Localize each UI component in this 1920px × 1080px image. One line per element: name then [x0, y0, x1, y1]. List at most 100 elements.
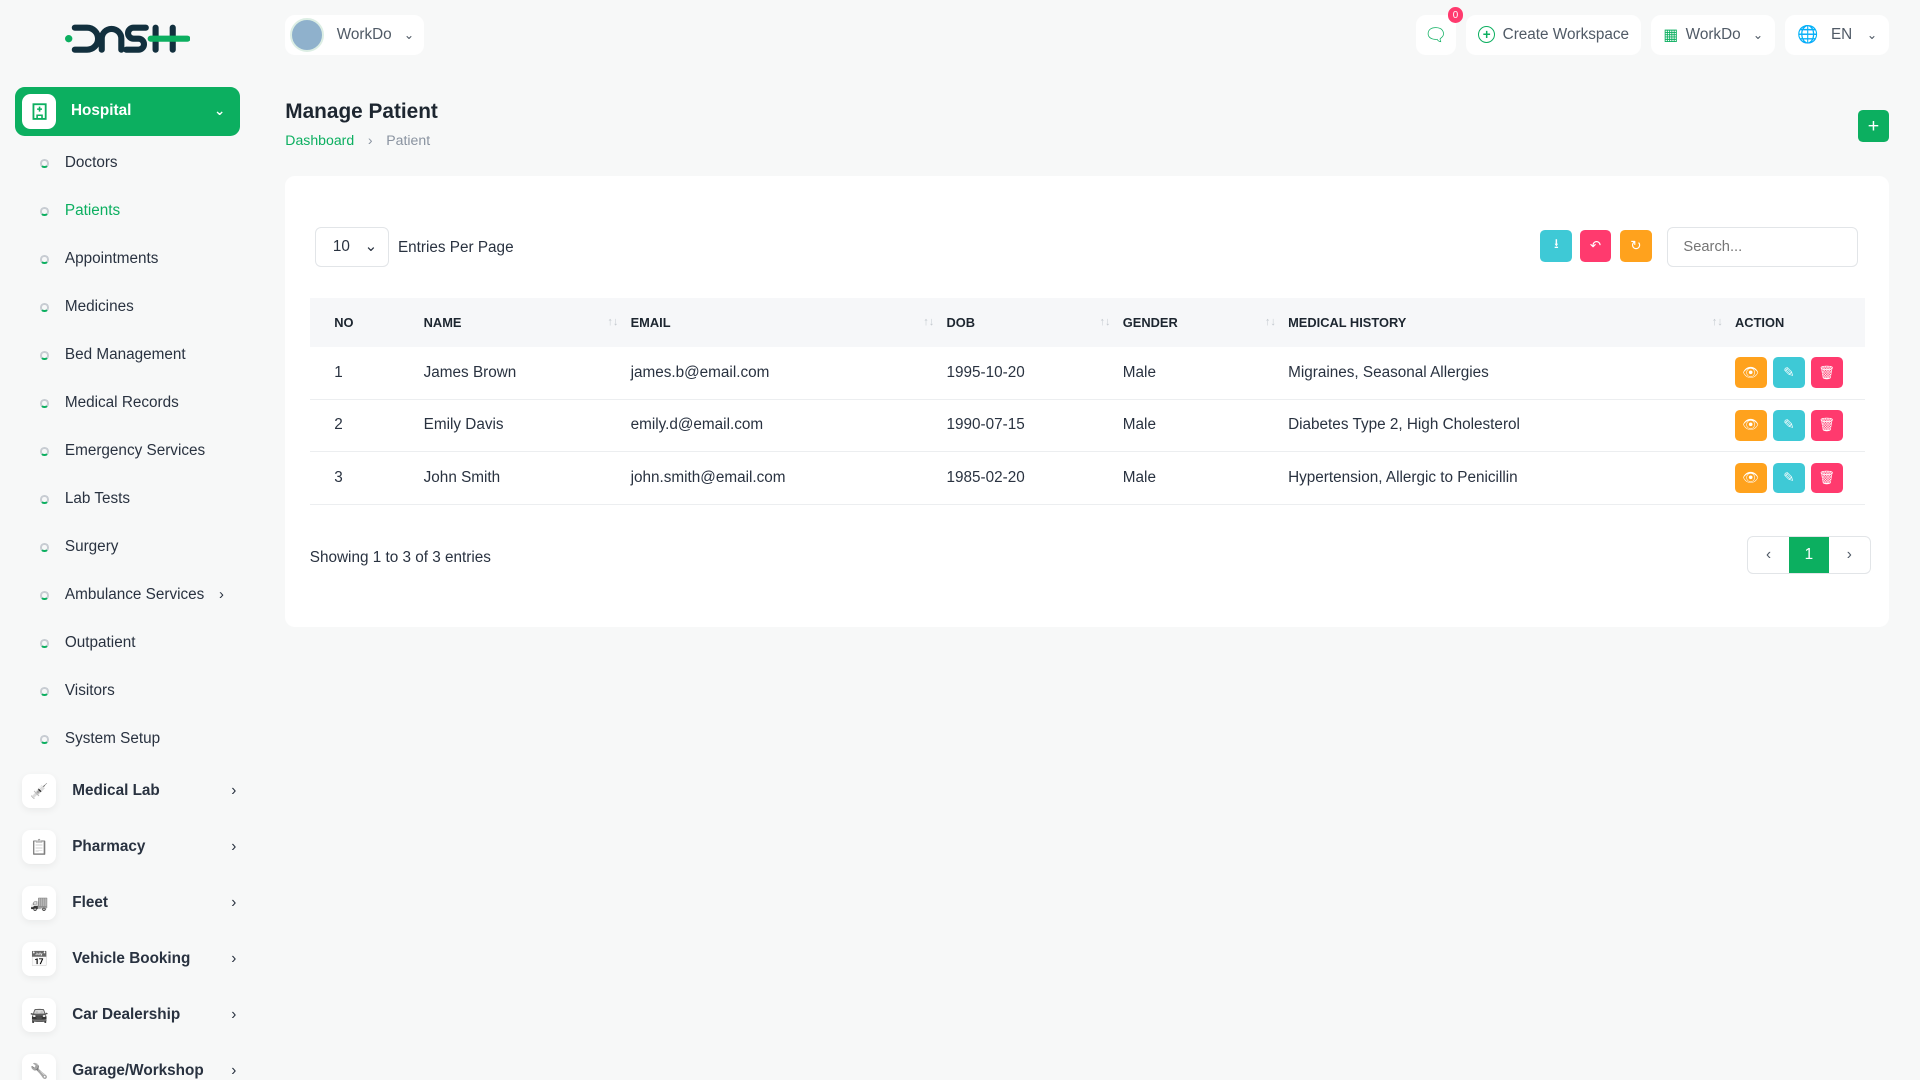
sidebar-group-medical-lab[interactable]: 💉 Medical Lab ›	[22, 773, 237, 809]
apps-icon: ▦	[1663, 26, 1679, 44]
view-button[interactable]: 👁	[1735, 410, 1767, 441]
patient-medical-history: Hypertension, Allergic to Penicillin	[1280, 451, 1728, 505]
row-actions: 👁 ✎ 🗑	[1727, 399, 1865, 453]
globe-icon: 🌐	[1797, 24, 1819, 45]
patient-name: James Brown	[423, 346, 624, 400]
entries-info: Showing 1 to 3 of 3 entries	[309, 548, 491, 566]
trash-icon: 🗑	[1818, 470, 1836, 486]
delete-button[interactable]: 🗑	[1810, 357, 1843, 388]
entries-per-page-label: Entries Per Page	[397, 238, 514, 256]
sidebar-item-medical-records[interactable]: Medical Records	[40, 394, 179, 412]
entries-per-page-select[interactable]: 10 ⌄	[314, 226, 390, 267]
workspace-switcher[interactable]: WorkDo ⌄	[285, 14, 424, 56]
sidebar-item-emergency-services[interactable]: Emergency Services	[40, 442, 205, 460]
sidebar-item-visitors[interactable]: Visitors	[40, 682, 115, 700]
page-title: Manage Patient	[285, 100, 438, 124]
chevron-down-icon: ⌄	[214, 103, 226, 119]
view-button[interactable]: 👁	[1735, 357, 1767, 388]
chevron-right-icon: ›	[231, 893, 237, 911]
sidebar-item-doctors[interactable]: Doctors	[40, 154, 118, 172]
sort-icon: ↑↓	[923, 316, 935, 329]
chevron-down-icon: ⌄	[364, 238, 378, 256]
trash-icon: 🗑	[1818, 364, 1836, 380]
sidebar-group-label: Car Dealership	[72, 1005, 181, 1023]
export-button[interactable]: ⭳	[1540, 230, 1573, 263]
edit-button[interactable]: ✎	[1772, 462, 1805, 494]
sidebar-item-lab-tests[interactable]: Lab Tests	[40, 490, 130, 508]
patient-table-card: 10 ⌄ Entries Per Page ⭳ ↶ ↻ NO NAME ↑↓ EM…	[285, 176, 1890, 627]
pagination: ‹ 1 ›	[1747, 536, 1871, 574]
sidebar-item-appointments[interactable]: Appointments	[40, 250, 158, 268]
chevron-right-icon: ›	[219, 587, 224, 604]
patient-email: emily.d@email.com	[623, 399, 940, 453]
patient-table: NO NAME ↑↓ EMAIL ↑↓ DOB ↑↓ GENDER ↑↓ MEDICAL…	[309, 297, 1865, 505]
edit-button[interactable]: ✎	[1772, 410, 1805, 441]
add-patient-button[interactable]: +	[1857, 110, 1890, 143]
sidebar-group-car-dealership[interactable]: 🚘 Car Dealership ›	[22, 997, 236, 1032]
table-row: 1 James Brown james.b@email.com 1995-10-20 M…	[309, 346, 1865, 400]
sidebar-item-system-setup[interactable]: System Setup	[40, 730, 160, 748]
sidebar-group-fleet[interactable]: 🚚 Fleet ›	[22, 885, 237, 921]
delete-button[interactable]: 🗑	[1810, 410, 1843, 441]
column-label: MEDICAL HISTORY	[1288, 314, 1407, 330]
sidebar-item-label: Appointments	[64, 250, 159, 268]
sidebar-item-label: Outpatient	[64, 634, 136, 652]
bullet-icon	[40, 591, 49, 600]
sidebar-group-label: Medical Lab	[72, 782, 160, 800]
sort-icon: ↑↓	[1099, 316, 1111, 329]
delete-button[interactable]: 🗑	[1810, 462, 1843, 494]
sidebar-item-label: Lab Tests	[64, 490, 131, 508]
sidebar-item-label: Bed Management	[64, 346, 186, 364]
patient-email: james.b@email.com	[623, 346, 940, 400]
workspace-menu[interactable]: ▦ WorkDo ⌄	[1651, 14, 1776, 56]
reset-button[interactable]: ↶	[1579, 230, 1612, 263]
row-number: 3	[309, 451, 424, 505]
edit-button[interactable]: ✎	[1772, 357, 1805, 388]
page-button[interactable]: 1	[1788, 537, 1830, 573]
sidebar-item-label: Medicines	[64, 298, 134, 316]
sidebar-item-label: Patients	[64, 202, 121, 220]
table-row: 3 John Smith john.smith@email.com 1985-02-2…	[309, 451, 1865, 505]
messages-button[interactable]: 🗨 0	[1415, 7, 1464, 56]
language-selector[interactable]: 🌐 EN ⌄	[1785, 14, 1890, 56]
breadcrumb-dashboard[interactable]: Dashboard	[285, 132, 355, 149]
sidebar-group-garage-workshop[interactable]: 🔧 Garage/Workshop ›	[22, 1053, 236, 1080]
breadcrumb: Dashboard › Patient	[285, 132, 430, 148]
bullet-icon	[40, 159, 49, 168]
column-header-name[interactable]: NAME ↑↓	[423, 297, 624, 347]
chevron-right-icon: ›	[231, 782, 237, 800]
sidebar-item-label: Visitors	[64, 682, 115, 700]
sidebar-item-bed-management[interactable]: Bed Management	[40, 346, 186, 364]
sidebar-item-outpatient[interactable]: Outpatient	[40, 634, 135, 652]
column-header-gender[interactable]: GENDER ↑↓	[1115, 297, 1281, 347]
sidebar-item-surgery[interactable]: Surgery	[40, 538, 118, 556]
row-actions: 👁 ✎ 🗑	[1727, 451, 1865, 505]
dash-logo[interactable]	[64, 24, 190, 54]
prev-page-button[interactable]: ‹	[1765, 546, 1772, 564]
sidebar-group-vehicle-booking[interactable]: 📅 Vehicle Booking ›	[22, 941, 236, 977]
search-input[interactable]	[1666, 226, 1858, 267]
column-header-email[interactable]: EMAIL ↑↓	[623, 297, 940, 347]
chat-icon: 🗨	[1424, 23, 1448, 45]
entries-value: 10	[332, 237, 350, 255]
sidebar-item-ambulance-services[interactable]: Ambulance Services ›	[40, 586, 224, 604]
sidebar-group-hospital[interactable]: Hospital ⌄	[14, 86, 240, 136]
sidebar-group-label: Fleet	[72, 893, 108, 911]
sidebar-item-label: Medical Records	[64, 394, 179, 412]
column-header-dob[interactable]: DOB ↑↓	[939, 297, 1116, 347]
reload-button[interactable]: ↻	[1619, 230, 1652, 263]
calendar-icon: 📅	[22, 941, 57, 977]
sidebar-group-pharmacy[interactable]: 📋 Pharmacy ›	[22, 829, 236, 865]
sidebar-item-patients[interactable]: Patients	[40, 202, 120, 220]
patient-gender: Male	[1115, 451, 1281, 505]
column-header-no[interactable]: NO	[309, 297, 424, 347]
view-button[interactable]: 👁	[1735, 462, 1767, 494]
patient-medical-history: Diabetes Type 2, High Cholesterol	[1280, 399, 1728, 453]
column-header-medical-history[interactable]: MEDICAL HISTORY ↑↓	[1280, 297, 1728, 347]
sidebar-item-medicines[interactable]: Medicines	[40, 298, 134, 316]
next-page-button[interactable]: ›	[1846, 546, 1852, 564]
pencil-icon: ✎	[1783, 470, 1795, 486]
create-workspace-button[interactable]: + Create Workspace	[1465, 14, 1642, 56]
row-number: 1	[309, 346, 424, 400]
chevron-down-icon: ⌄	[1866, 27, 1878, 42]
